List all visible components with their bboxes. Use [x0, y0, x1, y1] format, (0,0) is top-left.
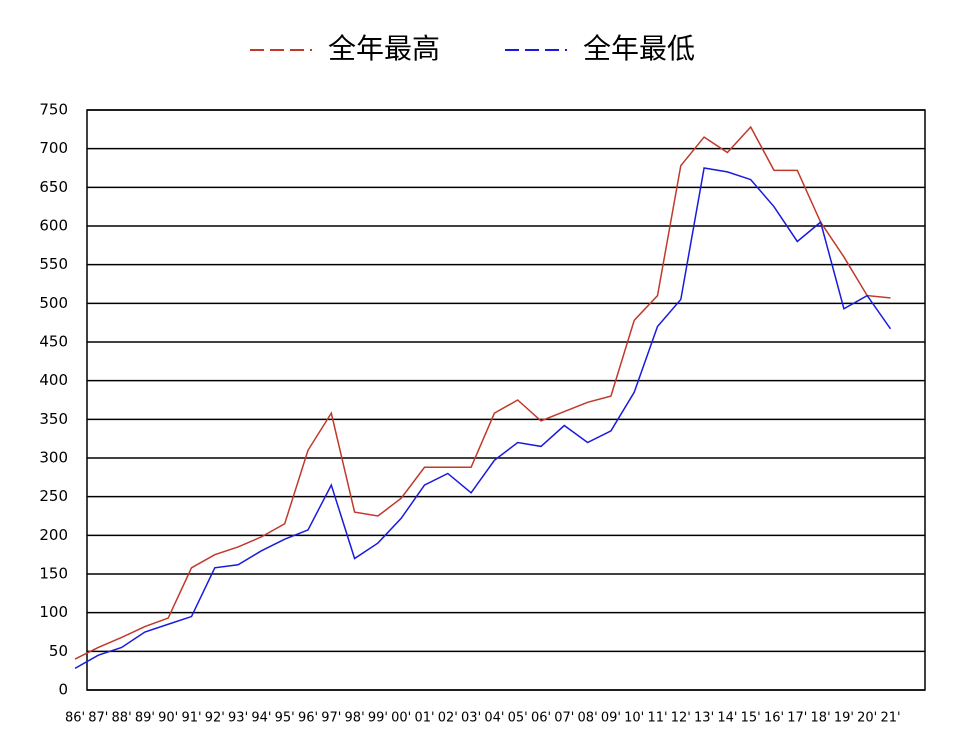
x-tick-label: 93': [228, 711, 248, 726]
x-tick-label: 01': [414, 711, 434, 726]
x-tick-label: 21': [880, 711, 900, 726]
x-tick-label: 98': [345, 711, 365, 726]
x-tick-label: 87': [88, 711, 108, 726]
x-tick-label: 08': [578, 711, 598, 726]
y-tick-label: 400: [39, 371, 68, 389]
plot-frame: [86, 109, 926, 691]
x-tick-label: 90': [158, 711, 178, 726]
y-tick-label: 650: [39, 178, 68, 196]
y-tick-label: 150: [39, 565, 68, 583]
y-tick-label: 700: [39, 139, 68, 157]
x-tick-label: 04': [484, 711, 504, 726]
x-tick-label: 03': [461, 711, 481, 726]
x-tick-label: 96': [298, 711, 318, 726]
y-tick-label: 100: [39, 603, 68, 621]
x-tick-label: 92': [205, 711, 225, 726]
x-tick-label: 02': [438, 711, 458, 726]
y-tick-label: 250: [39, 487, 68, 505]
x-tick-label: 06': [531, 711, 551, 726]
x-tick-label: 20': [857, 711, 877, 726]
x-tick-label: 19': [834, 711, 854, 726]
legend-label: 全年最高: [328, 32, 440, 65]
y-tick-label: 750: [39, 101, 68, 119]
x-tick-label: 88': [112, 711, 132, 726]
x-tick-label: 89': [135, 711, 155, 726]
x-tick-label: 16': [764, 711, 784, 726]
x-tick-label: 05': [508, 711, 528, 726]
y-tick-label: 50: [49, 642, 68, 660]
x-tick-label: 00': [391, 711, 411, 726]
x-tick-label: 09': [601, 711, 621, 726]
line-series: [74, 125, 891, 660]
x-tick-label: 18': [811, 711, 831, 726]
line-series: [74, 167, 892, 669]
x-tick-label: 07': [554, 711, 574, 726]
x-tick-label: 91': [181, 711, 201, 726]
x-tick-label: 99': [368, 711, 388, 726]
x-tick-label: 95': [275, 711, 295, 726]
x-tick-label: 12': [671, 711, 691, 726]
y-tick-label: 200: [39, 526, 68, 544]
y-tick-label: 350: [39, 410, 68, 428]
x-tick-label: 11': [647, 711, 667, 726]
x-tick-label: 94': [251, 711, 271, 726]
y-tick-label: 300: [39, 449, 68, 467]
x-tick-label: 13': [694, 711, 714, 726]
x-tick-label: 17': [787, 711, 807, 726]
x-tick-label: 10': [624, 711, 644, 726]
y-tick-label: 550: [39, 255, 68, 273]
x-tick-label: 14': [717, 711, 737, 726]
y-tick-label: 450: [39, 333, 68, 351]
y-tick-label: 600: [39, 217, 68, 235]
y-tick-label: 0: [58, 681, 68, 699]
y-tick-label: 500: [39, 294, 68, 312]
x-tick-label: 15': [741, 711, 761, 726]
legend-label: 全年最低: [583, 32, 695, 65]
x-tick-label: 86': [65, 711, 85, 726]
x-tick-label: 97': [321, 711, 341, 726]
